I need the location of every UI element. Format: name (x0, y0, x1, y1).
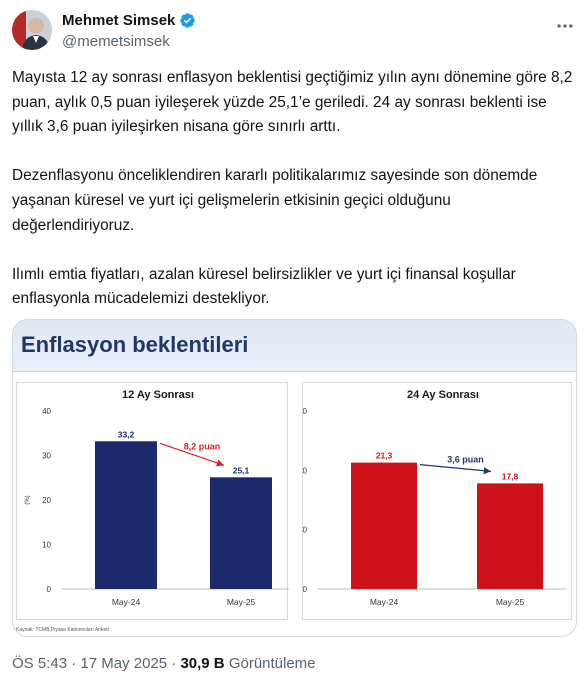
data-label: 25,1 (233, 465, 250, 475)
data-label: 17,8 (502, 471, 519, 481)
chart-title: 24 Ay Sonrası (407, 389, 479, 401)
tweet-paragraph: Dezenflasyonu önceliklendiren kararlı po… (12, 167, 538, 234)
y-tick-label: 40 (42, 407, 51, 416)
x-tick-label: May-24 (370, 597, 399, 607)
media-title-bar: Enflasyon beklentileri (13, 320, 576, 372)
chart-title: 12 Ay Sonrası (122, 389, 194, 401)
bar (95, 441, 157, 589)
tweet-paragraph: Ilımlı emtia fiyatları, azalan küresel b… (12, 265, 516, 308)
views-count: 30,9 B (180, 655, 225, 672)
chart-24-month-svg: 24 Ay Sonrası 0 10 20 30 21,3 May-24 17,8 May-25… (303, 389, 567, 607)
bar (477, 483, 543, 589)
source-note: Kaynak: TCMB Piyasa Katılımcıları Anketi (16, 627, 109, 633)
y-tick-label: 30 (303, 407, 308, 416)
bar (210, 477, 272, 589)
x-tick-label: May-25 (227, 597, 256, 607)
chart-12-month: 12 Ay Sonrası 0 10 20 30 40 (%) 33,2 May-24 25,1 M… (16, 382, 289, 620)
tweet-media[interactable]: Enflasyon beklentileri 12 Ay Sonrası 0 10 2… (12, 319, 577, 637)
views-label: Görüntüleme (228, 655, 316, 672)
author-name[interactable]: Mehmet Simsek (62, 12, 176, 29)
change-arrow (159, 442, 225, 467)
data-label: 33,2 (118, 429, 135, 439)
x-tick-label: May-25 (496, 597, 525, 607)
more-dots-icon[interactable] (555, 16, 575, 36)
author-name-row: Mehmet Simsek (62, 12, 196, 29)
tweet-header: Mehmet Simsek @memetsimsek (12, 10, 575, 56)
y-tick-label: 20 (303, 466, 308, 475)
y-tick-label: 20 (42, 496, 51, 505)
y-tick-label: 0 (47, 585, 52, 594)
author-handle[interactable]: @memetsimsek (62, 33, 170, 50)
chart-24-month: 24 Ay Sonrası 0 10 20 30 21,3 May-24 17,8 May-25… (302, 382, 572, 620)
y-tick-label: 10 (303, 526, 308, 535)
meta-separator: · (167, 655, 181, 672)
bar (351, 462, 417, 589)
tweet-meta: ÖS 5:43 · 17 May 2025 · 30,9 B Görüntüle… (12, 655, 316, 672)
avatar-image (12, 10, 52, 50)
timestamp[interactable]: ÖS 5:43 · 17 May 2025 (12, 655, 168, 672)
x-tick-label: May-24 (112, 597, 141, 607)
change-annotation: 8,2 puan (184, 441, 221, 451)
avatar[interactable] (12, 10, 52, 50)
verified-badge-icon (180, 13, 196, 28)
tweet-text: Mayısta 12 ay sonrası enflasyon beklenti… (12, 66, 574, 312)
y-tick-label: 0 (303, 585, 308, 594)
tweet-paragraph: Mayısta 12 ay sonrası enflasyon beklenti… (12, 69, 573, 136)
data-label: 21,3 (376, 451, 393, 461)
y-axis-label: (%) (25, 495, 31, 504)
chart-12-month-svg: 12 Ay Sonrası 0 10 20 30 40 (%) 33,2 May-24 25,1 M… (25, 389, 289, 607)
y-tick-label: 30 (42, 452, 51, 461)
media-title: Enflasyon beklentileri (21, 332, 249, 357)
change-annotation: 3,6 puan (447, 455, 484, 465)
change-arrow (419, 464, 492, 475)
y-tick-label: 10 (42, 541, 51, 550)
